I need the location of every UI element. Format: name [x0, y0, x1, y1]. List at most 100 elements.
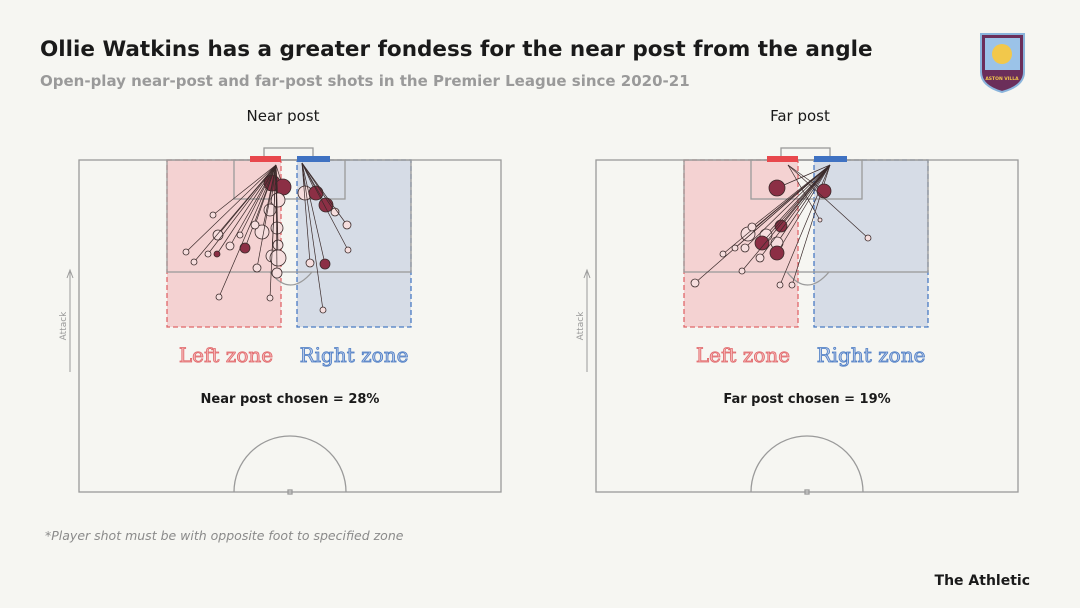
- shot-marker: [266, 294, 274, 302]
- brand: The Athletic: [935, 573, 1030, 589]
- shot-marker: [755, 253, 765, 263]
- shot-marker: [342, 220, 352, 230]
- shot-line: [787, 164, 869, 239]
- shot-marker: [776, 281, 784, 289]
- shot-marker: [305, 258, 315, 268]
- shot-line: [256, 164, 277, 269]
- shot: [204, 164, 277, 258]
- shot-line: [722, 164, 831, 255]
- shot-marker: [182, 248, 190, 256]
- shot-marker: [209, 211, 217, 219]
- shot-marker: [319, 306, 327, 314]
- stat: Near post chosen = 28%: [201, 392, 380, 407]
- shot-marker: [769, 245, 785, 261]
- shot-line: [269, 164, 277, 211]
- shot-line: [269, 164, 277, 299]
- shot: [252, 164, 277, 273]
- shot: [768, 164, 831, 197]
- arrow-head: [66, 268, 74, 279]
- shot-line: [761, 164, 831, 244]
- zone-label: Left zone: [179, 343, 273, 367]
- shot: [731, 164, 831, 252]
- shot: [301, 162, 331, 270]
- shot-marker: [344, 246, 352, 254]
- shot-marker: [269, 249, 287, 267]
- shot: [301, 162, 315, 268]
- shot: [271, 164, 283, 279]
- shot: [719, 164, 831, 258]
- shot-marker: [250, 220, 260, 230]
- logo: ASTON VILLA: [980, 33, 1025, 94]
- shot: [213, 164, 277, 258]
- shot-marker: [271, 267, 283, 279]
- shot-line: [301, 162, 311, 264]
- shot-marker: [754, 235, 770, 251]
- shot-line: [301, 162, 348, 226]
- shot: [236, 164, 277, 239]
- footnote: *Player shot must be with opposite foot …: [45, 528, 404, 543]
- axis-label: Attack: [576, 311, 586, 341]
- shot-marker: [788, 281, 796, 289]
- arrow-head: [583, 268, 591, 279]
- shot-marker: [225, 241, 235, 251]
- shot-line: [744, 164, 831, 249]
- axis-label: Attack: [59, 311, 69, 341]
- zone-label: Left zone: [696, 343, 790, 367]
- shot: [301, 162, 352, 254]
- shot-marker: [768, 179, 786, 197]
- shot: [250, 164, 277, 230]
- shot: [787, 164, 823, 223]
- shot: [266, 164, 277, 302]
- shot: [769, 164, 831, 261]
- shot-marker: [252, 263, 262, 273]
- shot-marker: [215, 293, 223, 301]
- panel-title: Far post: [770, 107, 830, 125]
- shot-marker: [319, 258, 331, 270]
- shot-line: [185, 164, 277, 253]
- shot-marker: [816, 183, 832, 199]
- shot-marker: [719, 250, 727, 258]
- shot-line: [275, 164, 278, 274]
- shot-line: [751, 164, 831, 228]
- shot-marker: [690, 278, 700, 288]
- shot-marker: [864, 234, 872, 242]
- shot: [755, 164, 831, 263]
- shot-line: [759, 164, 831, 259]
- shot-marker: [731, 244, 739, 252]
- shot-marker: [774, 219, 788, 233]
- shot-line: [787, 164, 821, 221]
- shot-marker: [204, 250, 212, 258]
- shot-line: [207, 164, 277, 255]
- shot-marker: [738, 267, 746, 275]
- shot-line: [301, 162, 324, 311]
- shot: [787, 164, 872, 242]
- shot-line: [212, 164, 277, 216]
- shot-line: [776, 164, 831, 254]
- shot: [225, 164, 277, 251]
- shot-line: [229, 164, 277, 247]
- zone-label: Right zone: [817, 343, 926, 367]
- shot-line: [216, 164, 277, 255]
- shot: [301, 162, 327, 314]
- shot: [190, 164, 277, 266]
- zone-label: Right zone: [300, 343, 409, 367]
- shot-line: [776, 164, 831, 244]
- shot: [269, 164, 287, 267]
- shot-marker: [212, 229, 224, 241]
- shot-line: [218, 164, 277, 298]
- title: Ollie Watkins has a greater fondess for …: [40, 37, 873, 62]
- shot-marker: [213, 250, 221, 258]
- shot-line: [301, 162, 326, 265]
- shot: [754, 164, 831, 251]
- shot: [738, 164, 831, 275]
- panel-title: Near post: [247, 107, 320, 125]
- shot-marker: [318, 197, 334, 213]
- shot: [182, 164, 277, 256]
- shot-line: [254, 164, 277, 226]
- shot-line: [301, 162, 349, 251]
- shot-marker: [740, 243, 750, 253]
- shot-line: [787, 164, 825, 192]
- shots: [182, 162, 872, 314]
- shot-line: [193, 164, 277, 263]
